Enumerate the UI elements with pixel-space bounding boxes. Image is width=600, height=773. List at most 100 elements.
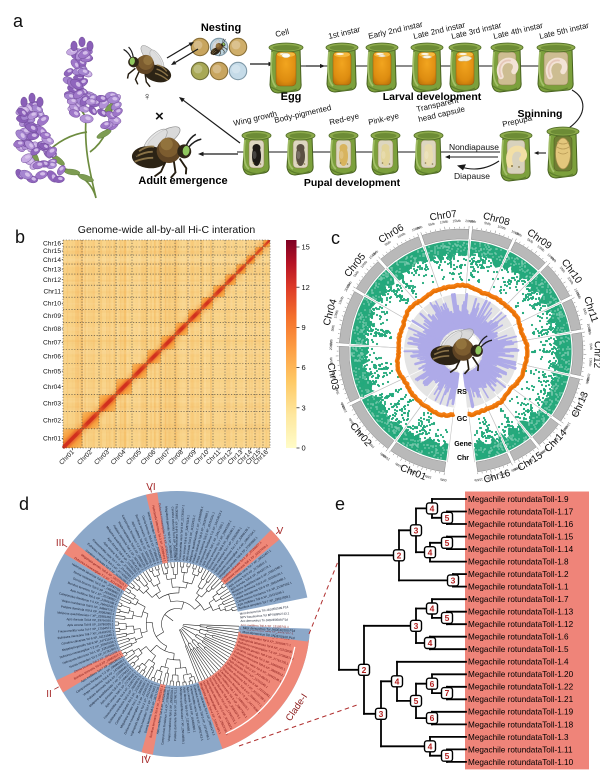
svg-text:12: 12: [302, 283, 310, 292]
svg-text:5Mb: 5Mb: [526, 237, 534, 244]
svg-text:Chr12: Chr12: [591, 341, 600, 369]
svg-text:a: a: [13, 11, 24, 31]
svg-text:b: b: [15, 227, 25, 247]
svg-text:Megachile rotundataToll-1.22: Megachile rotundataToll-1.22: [468, 683, 574, 692]
svg-text:20Mb: 20Mb: [341, 404, 348, 413]
svg-text:0Mb: 0Mb: [470, 219, 477, 224]
svg-text:5Mb: 5Mb: [334, 387, 340, 395]
svg-text:Vespa mandarinia Toll-2 XP_298: Vespa mandarinia Toll-2 XP_29802631.1: [167, 687, 174, 742]
svg-text:15Mb: 15Mb: [411, 226, 420, 233]
svg-text:10Mb: 10Mb: [333, 309, 339, 318]
svg-text:Nesting: Nesting: [201, 22, 241, 34]
svg-text:Megachile rotundataToll-1.11: Megachile rotundataToll-1.11: [468, 745, 573, 754]
svg-text:6: 6: [430, 713, 435, 723]
svg-text:0Mb: 0Mb: [379, 451, 387, 458]
svg-text:Egg: Egg: [281, 91, 302, 103]
svg-text:c: c: [331, 228, 340, 248]
svg-text:Nondiapause: Nondiapause: [449, 142, 499, 152]
svg-text:10Mb: 10Mb: [572, 407, 580, 416]
svg-text:5Mb: 5Mb: [484, 221, 491, 226]
svg-text:0Mb: 0Mb: [510, 466, 518, 472]
svg-text:Frieseomelitta varia Tol-8 XP_: Frieseomelitta varia Tol-8 XP_21736157.1: [178, 504, 185, 560]
svg-text:4: 4: [428, 638, 433, 648]
svg-text:II: II: [46, 689, 52, 700]
svg-text:5: 5: [445, 538, 450, 548]
svg-text:RS: RS: [457, 389, 467, 396]
svg-text:20Mb: 20Mb: [381, 453, 390, 461]
svg-text:15Mb: 15Mb: [585, 373, 591, 382]
svg-text:0Mb: 0Mb: [515, 231, 523, 238]
svg-text:15Mb: 15Mb: [563, 421, 571, 430]
svg-text:4: 4: [428, 741, 433, 751]
svg-text:NPV baculovirus Tol BP78995274: NPV baculovirus Tol BP789952743.1: [240, 611, 290, 619]
svg-text:0Mb: 0Mb: [538, 450, 546, 457]
svg-text:Apis cerana Toll-8 XP_19780935: Apis cerana Toll-8 XP_19780935.1: [67, 622, 114, 627]
svg-text:Megachile rotundataToll-1.15: Megachile rotundataToll-1.15: [468, 533, 574, 542]
svg-text:Chr10: Chr10: [43, 301, 61, 308]
svg-text:5Mb: 5Mb: [368, 441, 376, 449]
svg-text:Megachile rotundataToll-1.6: Megachile rotundataToll-1.6: [468, 633, 569, 642]
svg-text:5Mb: 5Mb: [353, 270, 360, 278]
svg-text:5Mb: 5Mb: [589, 343, 593, 350]
svg-text:Chr12: Chr12: [43, 277, 61, 284]
svg-text:♂: ♂: [131, 152, 139, 164]
svg-text:Megachile rotundataToll-1.18: Megachile rotundataToll-1.18: [468, 720, 574, 729]
svg-text:Apis cerana Toll-6 XP_32876118: Apis cerana Toll-6 XP_32876118.1: [181, 515, 190, 561]
svg-text:Megachile rotundataToll-1.3: Megachile rotundataToll-1.3: [468, 733, 569, 742]
svg-text:Bombus terrestris Tol-6 XP_347: Bombus terrestris Tol-6 XP_34757377.1: [240, 627, 294, 636]
svg-text:10Mb: 10Mb: [397, 232, 406, 239]
svg-text:5: 5: [445, 613, 450, 623]
svg-text:5: 5: [445, 751, 450, 761]
svg-text:Ceratina calcarata Tol-5 XP_34: Ceratina calcarata Tol-5 XP_34537550.1: [171, 507, 177, 561]
svg-text:Megachile rotundataToll-1.2: Megachile rotundataToll-1.2: [468, 570, 569, 579]
svg-text:5Mb: 5Mb: [384, 240, 392, 247]
svg-text:Diapause: Diapause: [454, 171, 490, 181]
svg-text:0Mb: 0Mb: [340, 401, 346, 409]
svg-text:15Mb: 15Mb: [394, 462, 403, 470]
svg-text:0Mb: 0Mb: [585, 377, 590, 384]
svg-text:Chr05: Chr05: [43, 368, 61, 375]
svg-text:d: d: [19, 494, 29, 514]
svg-text:Adult emergence: Adult emergence: [138, 175, 227, 187]
svg-text:Megachile rotundataToll-1.9: Megachile rotundataToll-1.9: [468, 495, 569, 504]
svg-text:Megachile rotundataToll-1.7: Megachile rotundataToll-1.7: [468, 595, 569, 604]
svg-text:10Mb: 10Mb: [540, 447, 549, 456]
svg-text:4: 4: [430, 504, 435, 514]
svg-text:Acc densovirus To JAD2E0599.P1: Acc densovirus To JAD2E0599.P1d: [240, 618, 288, 623]
svg-text:15Mb: 15Mb: [329, 357, 334, 366]
svg-text:Megachile rotundataToll-1.8: Megachile rotundataToll-1.8: [468, 558, 569, 567]
svg-text:5Mb: 5Mb: [582, 308, 588, 316]
svg-text:20Mb: 20Mb: [344, 283, 352, 292]
svg-text:15Mb: 15Mb: [573, 288, 580, 297]
svg-text:7: 7: [445, 688, 450, 698]
svg-text:Apis dorsata Toll-3 XP_1122235: Apis dorsata Toll-3 XP_11222351.1: [185, 514, 197, 561]
svg-text:10Mb: 10Mb: [586, 323, 591, 332]
svg-text:5: 5: [414, 696, 419, 706]
svg-text:15Mb: 15Mb: [368, 251, 377, 260]
svg-text:9: 9: [302, 323, 306, 332]
svg-text:Megachile rotundataToll-1.20: Megachile rotundataToll-1.20: [468, 670, 574, 679]
svg-text:VI: VI: [146, 482, 155, 493]
svg-text:Chr13: Chr13: [43, 266, 61, 273]
svg-text:Polistes dominula Toll-6 XP_22: Polistes dominula Toll-6 XP_22760711.1: [173, 687, 177, 741]
svg-text:10Mb: 10Mb: [536, 244, 545, 252]
svg-text:5Mb: 5Mb: [559, 266, 566, 274]
svg-text:10Mb: 10Mb: [409, 468, 418, 475]
svg-text:5Mb: 5Mb: [428, 222, 435, 227]
svg-text:Melipona quadrifasciata-7 XP_2: Melipona quadrifasciata-7 XP_22881262.1: [57, 611, 114, 620]
svg-text:Chr08: Chr08: [43, 326, 61, 333]
svg-text:10Mb: 10Mb: [566, 276, 574, 285]
svg-text:Mrot densovirus Tol JAD2E0599.: Mrot densovirus Tol JAD2E0599.P1d: [239, 605, 288, 616]
svg-text:15Mb: 15Mb: [474, 477, 483, 482]
svg-text:Megachile rotundataToll-1.4: Megachile rotundataToll-1.4: [468, 658, 569, 667]
svg-text:5Mb: 5Mb: [499, 471, 507, 477]
svg-text:6: 6: [430, 679, 435, 689]
svg-text:Eufriesea mexicana Toll-7 XP_2: Eufriesea mexicana Toll-7 XP_24401592.1: [57, 629, 114, 640]
svg-text:Camponotus floridanus T-4 XP_1: Camponotus floridanus T-4 XP_17980801.1: [160, 686, 171, 745]
svg-text:0Mb: 0Mb: [415, 225, 423, 231]
svg-text:Megachile rotundataToll-1.12: Megachile rotundataToll-1.12: [468, 620, 574, 629]
svg-text:3: 3: [379, 709, 384, 719]
svg-text:0Mb: 0Mb: [329, 339, 333, 346]
svg-text:Frieseomelitta varia Tol-7 XP_: Frieseomelitta varia Tol-7 XP_17594571.1: [58, 626, 114, 634]
svg-text:Megachile rotundataToll-1.13: Megachile rotundataToll-1.13: [468, 608, 574, 617]
